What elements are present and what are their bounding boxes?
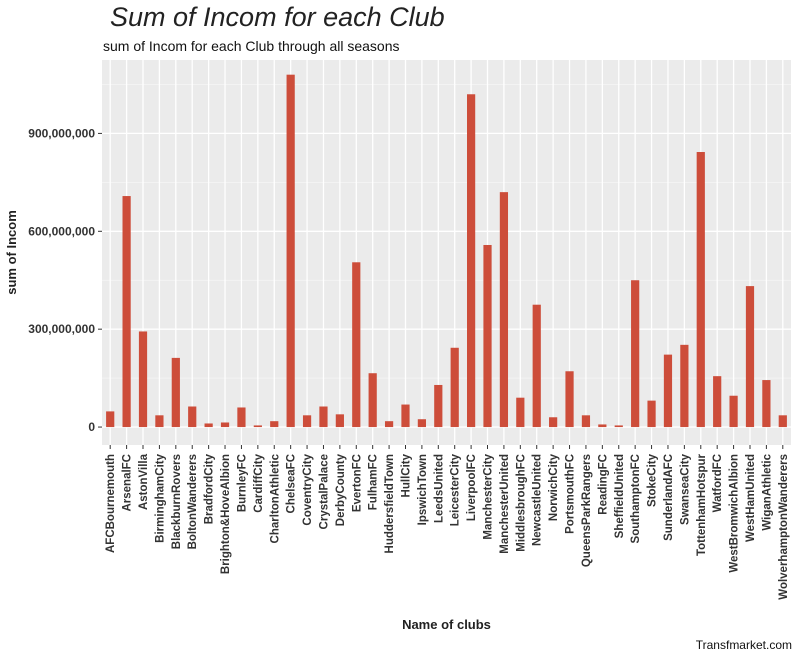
bar — [188, 406, 197, 428]
bar — [450, 347, 459, 428]
x-tick-label: CharltonAthletic — [269, 453, 281, 543]
bars — [106, 74, 787, 428]
bar — [516, 397, 525, 428]
bar — [384, 421, 394, 428]
bar — [631, 280, 640, 428]
bar — [220, 422, 230, 428]
x-tick-label: WatfordFC — [712, 454, 724, 512]
x-tick-label: MiddlesbroughFC — [515, 454, 527, 552]
x-tick-label: ArsenalFC — [122, 454, 134, 512]
x-tick-label: StokeCity — [647, 453, 659, 507]
x-tick-label: LeicesterCity — [450, 453, 462, 526]
y-axis-title: sum of Incom — [4, 210, 19, 295]
x-tick-label: WolverhamptonWanderers — [778, 454, 790, 600]
x-tick-label: ChelseaFC — [286, 454, 298, 513]
x-tick-label: HuddersfieldTown — [384, 454, 396, 553]
bar — [663, 354, 673, 428]
bar — [138, 331, 148, 428]
bar — [549, 417, 558, 428]
bar — [417, 419, 426, 428]
x-tick-label: IpswichTown — [417, 454, 429, 525]
x-tick-label: BirminghamCity — [154, 453, 166, 542]
x-tick-label: SwanseaCity — [679, 453, 691, 525]
bar — [762, 380, 771, 428]
y-tick-label: 600,000,000 — [28, 224, 95, 238]
bar — [253, 425, 262, 428]
x-tick-label: BradfordCity — [204, 453, 216, 524]
x-tick-label: SheffieldUnited — [614, 454, 626, 538]
x-tick-label: ManchesterUnited — [499, 454, 511, 554]
bar — [155, 415, 164, 428]
x-tick-label: BlackburnRovers — [171, 454, 183, 549]
bar — [352, 262, 361, 428]
y-axis-ticks: 0 300,000,000 600,000,000 900,000,000 — [28, 126, 102, 434]
bar — [483, 244, 492, 428]
bar — [434, 384, 443, 428]
bar — [778, 415, 787, 428]
plot-panel — [102, 60, 791, 445]
x-tick-label: CardiffCity — [253, 453, 265, 512]
x-tick-label: LeedsUnited — [433, 454, 445, 523]
bar — [467, 94, 476, 428]
bar — [302, 415, 312, 428]
bar — [499, 192, 509, 428]
y-tick-label: 300,000,000 — [28, 322, 95, 336]
bar — [270, 421, 279, 428]
x-tick-label: CrystalPalace — [318, 454, 330, 529]
x-tick-label: DerbyCounty — [335, 453, 347, 526]
x-tick-label: WestHamUnited — [745, 454, 757, 542]
y-tick-label: 900,000,000 — [28, 126, 95, 140]
bar — [729, 395, 738, 428]
y-tick-label: 0 — [88, 420, 95, 434]
bar — [581, 415, 591, 428]
bar — [106, 411, 115, 428]
x-tick-label: BurnleyFC — [236, 454, 248, 512]
bar — [614, 425, 623, 428]
minor-gridlines — [102, 84, 791, 379]
x-tick-label: WestBromwichAlbion — [729, 454, 741, 573]
x-axis-title: Name of clubs — [402, 617, 491, 632]
bar — [598, 424, 607, 428]
bar — [713, 376, 722, 428]
x-tick-label: Brighton&HoveAlbion — [220, 454, 232, 574]
bar — [647, 400, 656, 428]
bar — [565, 371, 574, 428]
bar — [696, 152, 705, 428]
bar — [532, 304, 541, 428]
bar — [237, 407, 246, 428]
x-tick-label: TottenhamHotspur — [696, 453, 708, 556]
x-tick-label: EvertonFC — [351, 454, 363, 512]
bar — [122, 196, 131, 428]
bar — [319, 406, 328, 428]
bar — [335, 414, 344, 428]
x-tick-label: LiverpoolFC — [466, 454, 478, 521]
x-tick-label: FulhamFC — [368, 454, 380, 510]
x-tick-label: SouthamptonFC — [630, 454, 642, 543]
x-tick-label: PortsmouthFC — [565, 454, 577, 534]
x-tick-label: AstonVilla — [138, 453, 150, 510]
chart-title: Sum of Incom for each Club — [110, 2, 445, 32]
bar — [680, 344, 689, 428]
bar — [204, 423, 213, 428]
x-tick-label: ReadingFC — [597, 454, 609, 515]
bar — [745, 286, 755, 428]
x-axis-ticks: AFCBournemouth ArsenalFC AstonVilla Birming… — [105, 445, 790, 600]
chart-subtitle: sum of Incom for each Club through all s… — [103, 38, 400, 54]
x-tick-label: HullCity — [400, 453, 412, 497]
bar — [286, 74, 295, 428]
x-tick-label: SunderlandAFC — [663, 454, 675, 541]
x-tick-label: CoventryCity — [302, 453, 314, 525]
x-tick-label: WiganAthletic — [761, 453, 773, 530]
x-tick-label: NorwichCity — [548, 453, 560, 521]
bar — [401, 404, 410, 428]
x-tick-label: AFCBournemouth — [105, 454, 117, 553]
bar — [171, 357, 180, 428]
x-tick-label: BoltonWanderers — [187, 454, 199, 549]
x-tick-label: NewcastleUnited — [532, 454, 544, 546]
source-caption: Transfmarket.com — [695, 638, 792, 652]
x-tick-label: QueensParkRangers — [581, 454, 593, 567]
bar — [368, 373, 377, 428]
x-tick-label: ManchesterCity — [483, 453, 495, 539]
